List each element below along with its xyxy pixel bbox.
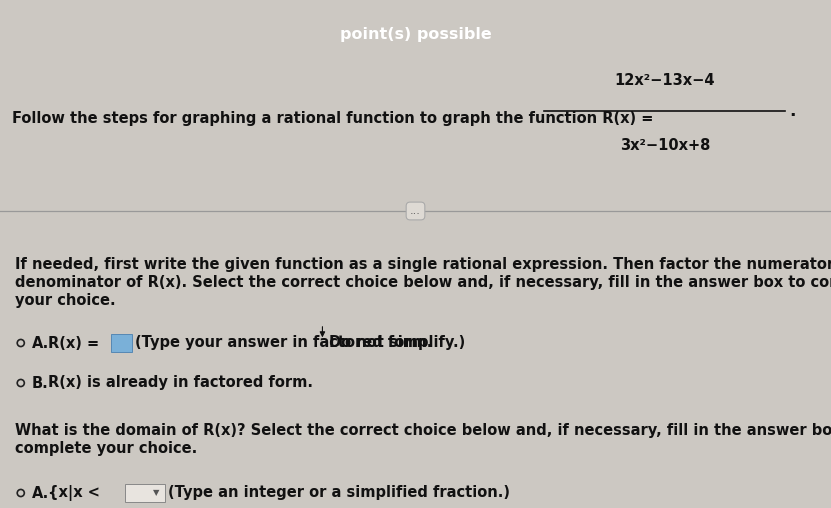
- Text: .: .: [789, 102, 796, 120]
- Text: complete your choice.: complete your choice.: [15, 441, 197, 456]
- Text: point(s) possible: point(s) possible: [340, 26, 491, 42]
- Text: Follow the steps for graphing a rational function to graph the function R(x) =: Follow the steps for graphing a rational…: [12, 111, 654, 125]
- Text: 12x²−13x−4: 12x²−13x−4: [615, 73, 715, 88]
- FancyBboxPatch shape: [125, 484, 165, 502]
- Text: {x|x <: {x|x <: [48, 485, 101, 501]
- Text: (Type an integer or a simplified fraction.): (Type an integer or a simplified fractio…: [168, 486, 510, 500]
- Text: B.: B.: [32, 375, 48, 391]
- Text: A.: A.: [32, 335, 49, 351]
- Text: R(x) is already in factored form.: R(x) is already in factored form.: [48, 375, 313, 391]
- Text: your choice.: your choice.: [15, 293, 116, 308]
- Text: ▼: ▼: [153, 489, 160, 497]
- Text: Do not simplify.): Do not simplify.): [329, 335, 465, 351]
- Text: If needed, first write the given function as a single rational expression. Then : If needed, first write the given functio…: [15, 257, 831, 272]
- Text: 3x²−10x+8: 3x²−10x+8: [620, 139, 710, 153]
- Text: A.: A.: [32, 486, 49, 500]
- Text: (Type your answer in factored form.: (Type your answer in factored form.: [135, 335, 432, 351]
- Text: denominator of R(x). Select the correct choice below and, if necessary, fill in : denominator of R(x). Select the correct …: [15, 275, 831, 290]
- Text: What is the domain of R(x)? Select the correct choice below and, if necessary, f: What is the domain of R(x)? Select the c…: [15, 423, 831, 438]
- Text: R(x) =: R(x) =: [48, 335, 100, 351]
- FancyBboxPatch shape: [111, 334, 132, 353]
- Text: ...: ...: [410, 206, 421, 216]
